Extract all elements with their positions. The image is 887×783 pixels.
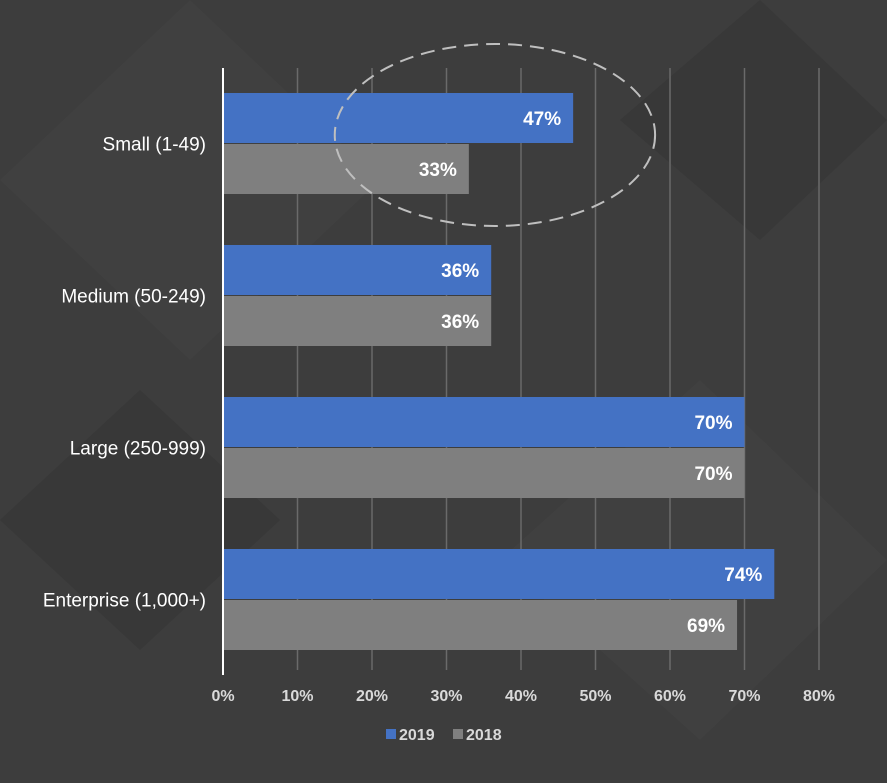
x-tick-label: 80% bbox=[803, 688, 835, 705]
category-label: Small (1-49) bbox=[103, 135, 206, 156]
category-label: Medium (50-249) bbox=[61, 287, 206, 308]
data-label: 70% bbox=[694, 464, 732, 485]
legend: 2019 2018 bbox=[386, 727, 502, 744]
data-label: 36% bbox=[441, 261, 479, 282]
data-label: 69% bbox=[687, 616, 725, 637]
bar-2019 bbox=[223, 245, 492, 295]
category-label: Enterprise (1,000+) bbox=[43, 591, 206, 612]
x-tick-label: 20% bbox=[356, 688, 388, 705]
axes: 0% 10% 20% 30% 40% 50% 60% 70% 80% Small (1-49) Me… bbox=[43, 68, 835, 705]
data-label: 36% bbox=[441, 312, 479, 333]
bars bbox=[223, 93, 775, 650]
legend-label: 2019 bbox=[399, 727, 435, 744]
x-tick-label: 40% bbox=[505, 688, 537, 705]
data-label: 47% bbox=[523, 109, 561, 130]
x-tick-label: 10% bbox=[281, 688, 313, 705]
legend-swatch bbox=[386, 729, 396, 739]
data-label: 74% bbox=[724, 565, 762, 586]
highlight-ellipse-annotation bbox=[333, 43, 657, 227]
bar-2018 bbox=[223, 600, 738, 650]
x-tick-label: 70% bbox=[728, 688, 760, 705]
x-tick-label: 60% bbox=[654, 688, 686, 705]
x-tick-label: 50% bbox=[579, 688, 611, 705]
data-label: 33% bbox=[419, 160, 457, 181]
bar-2019 bbox=[223, 549, 775, 599]
x-tick-label: 30% bbox=[430, 688, 462, 705]
category-label: Large (250-999) bbox=[70, 439, 206, 460]
bar-2018 bbox=[223, 296, 492, 346]
data-label: 70% bbox=[694, 413, 732, 434]
bar-2018 bbox=[223, 448, 745, 498]
bar-2019 bbox=[223, 93, 574, 143]
bar-2019 bbox=[223, 397, 745, 447]
x-tick-label: 0% bbox=[211, 688, 234, 705]
legend-swatch bbox=[453, 729, 463, 739]
data-labels: 47% 33% 36% 36% 70% 70% 74% 69% bbox=[419, 109, 763, 637]
legend-label: 2018 bbox=[466, 727, 502, 744]
